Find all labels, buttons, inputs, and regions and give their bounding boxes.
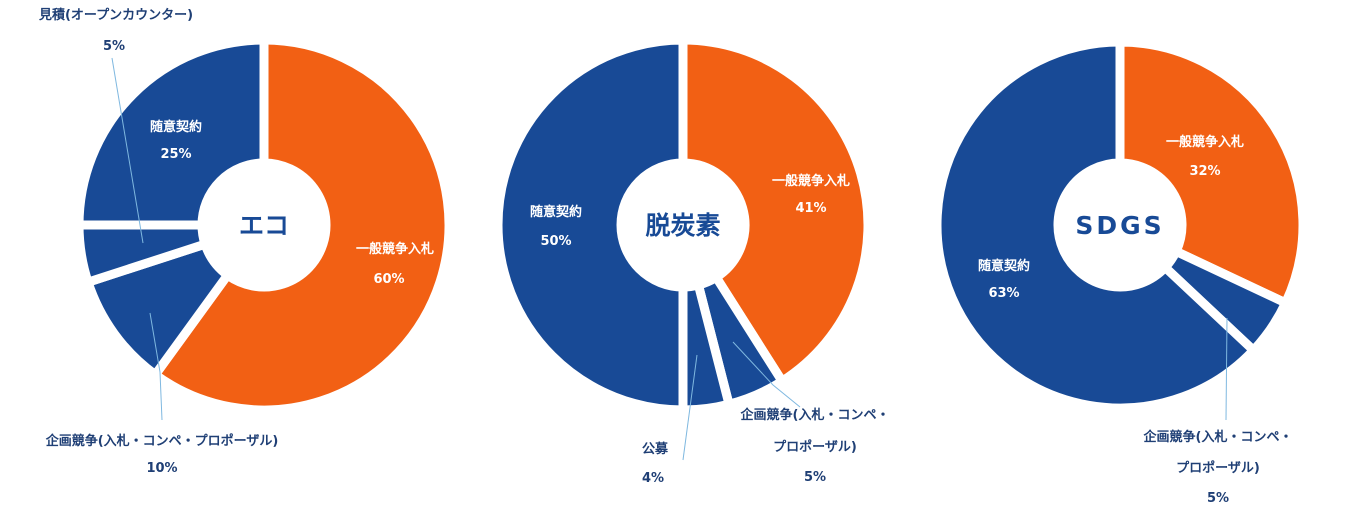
slice-name-3-2-2: プロポーザル) [1176, 460, 1260, 476]
slice-pct-3-3: 63% [988, 286, 1019, 301]
donut-hole-2 [621, 163, 745, 287]
slice-name-1-2: 企画競争(入札・コンペ・プロポーザル) [45, 433, 279, 449]
slice-name-1-4: 随意契約 [150, 119, 202, 135]
center-label-1: エコ [239, 211, 289, 240]
slice-pct-3-1: 32% [1189, 164, 1220, 179]
slice-pct-2-3: 4% [642, 471, 664, 486]
slice-name-3-1: 一般競争入札 [1166, 134, 1244, 150]
center-label-3: SDGS [1075, 211, 1164, 240]
leader-line-2-3 [682, 354, 698, 461]
leader-line-1-3 [111, 57, 144, 244]
slice-pct-1-1: 60% [373, 272, 404, 287]
slice-pct-1-4: 25% [160, 147, 191, 162]
slice-name-2-2-2: プロポーザル) [773, 439, 857, 455]
center-label-2: 脱炭素 [645, 211, 720, 240]
slice-name-2-1: 一般競争入札 [772, 173, 850, 189]
donut-hole-1 [202, 163, 326, 287]
slice-pct-2-4: 50% [540, 234, 571, 249]
slice-pct-2-1: 41% [795, 201, 826, 216]
slice-name-2-4: 随意契約 [530, 204, 582, 220]
slice-pct-2-2: 5% [804, 470, 826, 485]
slice-name-1-3: 見積(オープンカウンター) [38, 7, 193, 23]
slice-name-1-1: 一般競争入札 [356, 241, 434, 257]
donut-chart-3: SDGS 一般競争入札 32% 企画競争(入札・コンペ・プロポーザル) 5% 随意契約 63… [932, 37, 1308, 506]
slice-name-2-2-1: 企画競争(入札・コンペ・ [740, 407, 890, 423]
slice-name-3-2-1: 企画競争(入札・コンペ・ [1143, 429, 1293, 445]
donut-hole-3 [1058, 163, 1182, 287]
leader-line-1-2 [149, 312, 163, 421]
slice-pct-1-2: 10% [146, 461, 177, 476]
leader-line-3-2 [1225, 317, 1228, 421]
slice-pct-1-3: 5% [103, 39, 125, 54]
slice-name-3-3: 随意契約 [978, 258, 1030, 274]
donut-chart-2: 脱炭素 一般競争入札 41% 企画競争(入札・コンペ・プロポーザル) 5% 公募 4% 随意契… [493, 35, 890, 486]
slice-name-2-3: 公募 [642, 441, 669, 457]
leader-line-2-2 [732, 341, 801, 408]
slice-pct-3-2: 5% [1207, 491, 1229, 506]
